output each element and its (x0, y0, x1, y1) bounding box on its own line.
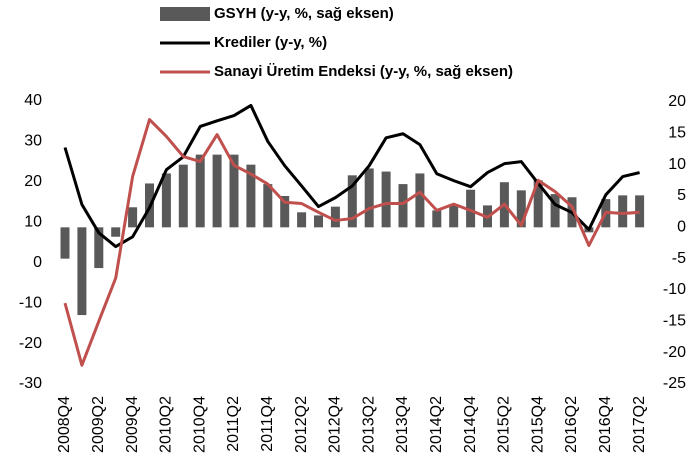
y-tick-label: -20 (19, 335, 42, 352)
x-tick-label: 2015Q2 (496, 396, 513, 453)
y2-tick-label: -15 (663, 313, 686, 330)
y2-tick-label: -10 (663, 281, 686, 298)
bar (550, 194, 560, 228)
y2-tick-label: 5 (677, 187, 686, 204)
y-tick-label: 10 (24, 214, 42, 231)
x-tick-label: 2009Q2 (90, 396, 107, 453)
bar (246, 164, 256, 228)
x-tick-label: 2016Q2 (563, 396, 580, 453)
bar (618, 195, 628, 228)
y-tick-label: -10 (19, 294, 42, 311)
x-tick-label: 2014Q2 (428, 396, 445, 453)
y2-tick-label: -20 (663, 344, 686, 361)
bar (195, 154, 205, 228)
bar (128, 207, 138, 228)
bar (77, 227, 87, 316)
y2-tick-label: 20 (668, 93, 686, 110)
bar (364, 168, 374, 228)
y2-tick-label: 15 (668, 125, 686, 142)
bar (381, 171, 391, 228)
bar (533, 180, 543, 228)
bar (635, 195, 645, 228)
line (63, 103, 640, 249)
legend-swatch (160, 7, 210, 21)
x-tick-label: 2013Q4 (394, 396, 411, 453)
x-tick-label: 2012Q4 (327, 396, 344, 453)
bar (161, 173, 171, 228)
bar (229, 154, 239, 228)
bar (263, 184, 273, 228)
x-tick-label: 2011Q2 (225, 396, 242, 452)
legend-label: GSYH (y-y, %, sağ eksen) (214, 5, 394, 22)
bar (212, 154, 222, 228)
x-tick-label: 2011Q4 (259, 396, 276, 452)
x-tick-label: 2008Q4 (56, 396, 73, 453)
x-tick-label: 2012Q2 (293, 396, 310, 453)
bar (178, 164, 188, 228)
y-tick-label: 30 (24, 133, 42, 150)
y2-tick-label: -5 (672, 250, 686, 267)
y-tick-label: -30 (19, 375, 42, 392)
bar (330, 206, 340, 228)
x-tick-label: 2015Q4 (529, 396, 546, 453)
x-tick-label: 2013Q2 (360, 396, 377, 453)
x-tick-label: 2010Q4 (191, 396, 208, 453)
x-tick-label: 2009Q4 (124, 396, 141, 453)
line (63, 118, 640, 367)
legend-label: Sanayi Üretim Endeksi (y-y, %, sağ eksen… (214, 63, 513, 80)
y2-tick-label: 0 (677, 219, 686, 236)
bar (516, 190, 526, 228)
bar (280, 196, 290, 228)
bar (60, 227, 70, 259)
bar (415, 173, 425, 228)
y-tick-label: 20 (24, 173, 42, 190)
bar (314, 215, 323, 228)
x-tick-label: 2014Q4 (462, 396, 479, 453)
bar (111, 227, 121, 237)
bar (449, 204, 459, 228)
bar (398, 184, 408, 228)
y2-tick-label: 10 (668, 156, 686, 173)
y-tick-label: 0 (33, 254, 42, 271)
bar (297, 212, 307, 228)
y2-tick-label: -25 (663, 375, 686, 392)
bar (94, 227, 104, 269)
x-tick-label: 2010Q2 (158, 396, 175, 453)
x-tick-label: 2017Q2 (631, 396, 648, 453)
bar (432, 210, 442, 228)
bar (347, 175, 357, 228)
y-tick-label: 40 (24, 92, 42, 109)
legend-label: Krediler (y-y, %) (214, 34, 327, 51)
x-tick-label: 2016Q4 (597, 396, 614, 453)
bar (466, 189, 476, 228)
